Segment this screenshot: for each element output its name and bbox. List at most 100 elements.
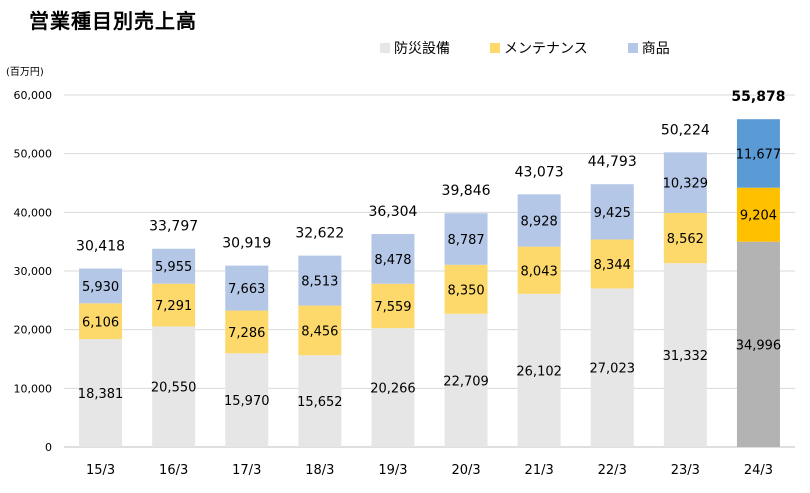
bar-segment (298, 305, 342, 356)
x-tick-label: 22/3 (598, 463, 627, 478)
data-label: 26,102 (516, 364, 562, 379)
data-label: 9,204 (740, 209, 777, 224)
bar-segment (152, 283, 196, 327)
total-label: 43,073 (515, 164, 564, 180)
total-label: 36,304 (368, 204, 417, 220)
x-tick-label: 18/3 (305, 463, 334, 478)
data-label: 20,550 (151, 381, 197, 396)
x-tick-label: 19/3 (378, 463, 407, 478)
data-label: 18,381 (78, 387, 124, 402)
data-label: 8,478 (374, 253, 411, 268)
x-tick-label: 15/3 (86, 463, 115, 478)
bar-segment (517, 246, 561, 294)
y-tick-label: 60,000 (14, 89, 53, 102)
total-label: 50,224 (661, 122, 710, 138)
total-label: 55,878 (731, 89, 785, 105)
data-label: 20,266 (370, 382, 416, 397)
bar-segment (590, 239, 634, 289)
x-tick-label: 20/3 (451, 463, 480, 478)
data-label: 10,329 (663, 177, 709, 192)
y-tick-label: 20,000 (14, 324, 53, 337)
legend-label: 商品 (641, 41, 670, 57)
bar-segment (517, 194, 561, 247)
data-label: 8,350 (447, 283, 484, 298)
legend-item: 商品 (627, 38, 670, 58)
bar-segment (590, 288, 634, 447)
data-label: 15,970 (224, 394, 270, 409)
bar-segment (444, 313, 488, 447)
bar-segment (663, 263, 707, 447)
bar-segment (736, 241, 780, 447)
y-axis-unit: (百万円) (6, 67, 44, 78)
bar-segment (517, 293, 561, 447)
data-label: 8,787 (447, 233, 484, 248)
bar-segment (225, 265, 269, 311)
total-label: 32,622 (295, 226, 344, 242)
y-tick-label: 10,000 (14, 382, 53, 395)
bar-segment (371, 328, 415, 447)
data-label: 9,425 (594, 206, 631, 221)
data-label: 5,955 (155, 260, 192, 275)
x-tick-label: 23/3 (671, 463, 700, 478)
total-label: 44,793 (588, 154, 637, 170)
y-tick-label: 40,000 (14, 206, 53, 219)
data-label: 8,344 (594, 258, 631, 273)
bar-segment (152, 326, 196, 447)
bar-segment (736, 187, 780, 242)
data-label: 15,652 (297, 395, 343, 410)
bar-segment (152, 248, 196, 284)
data-label: 11,677 (736, 147, 782, 162)
data-label: 8,043 (521, 264, 558, 279)
bar-segment (444, 213, 488, 265)
x-tick-label: 24/3 (744, 463, 773, 478)
bar-segment (371, 234, 415, 284)
bar-segment (663, 212, 707, 264)
total-label: 39,846 (442, 183, 491, 199)
legend-swatch (627, 43, 638, 53)
y-tick-label: 50,000 (14, 148, 53, 161)
legend-swatch (380, 43, 390, 53)
data-label: 6,106 (82, 315, 119, 330)
total-label: 33,797 (149, 219, 198, 235)
data-label: 7,663 (228, 282, 265, 297)
data-label: 8,928 (521, 214, 558, 229)
bar-segment (298, 355, 342, 447)
legend-item: 防災設備 (380, 38, 450, 58)
legend-item: メンテナンス (490, 38, 588, 58)
legend: 防災設備 メンテナンス 商品 (380, 38, 670, 58)
data-label: 7,286 (228, 326, 265, 341)
bar-segment (298, 255, 342, 306)
data-label: 8,513 (301, 275, 338, 290)
bar-segment (736, 119, 780, 188)
chart-title: 営業種目別売上高 (29, 9, 197, 33)
data-label: 31,332 (663, 349, 709, 364)
data-label: 7,291 (155, 299, 192, 314)
data-label: 22,709 (443, 374, 489, 389)
y-tick-label: 0 (45, 441, 52, 454)
data-label: 7,559 (374, 300, 411, 315)
data-label: 34,996 (736, 338, 782, 353)
bar-segment (663, 152, 707, 213)
legend-swatch (490, 43, 500, 53)
legend-label: 防災設備 (394, 41, 450, 57)
data-label: 8,562 (667, 232, 704, 247)
total-label: 30,418 (76, 239, 125, 255)
bar-segment (79, 339, 123, 447)
y-tick-label: 30,000 (14, 265, 53, 278)
bar-segment (79, 303, 123, 340)
x-tick-label: 16/3 (159, 463, 188, 478)
bar-segment (225, 310, 269, 354)
legend-label: メンテナンス (504, 41, 588, 57)
bar-segment (225, 353, 269, 447)
bar-segment (79, 268, 123, 304)
total-label: 30,919 (222, 236, 271, 252)
data-label: 27,023 (590, 362, 636, 377)
data-label: 5,930 (82, 280, 119, 295)
x-tick-label: 21/3 (525, 463, 554, 478)
bar-segment (590, 184, 634, 240)
x-tick-label: 17/3 (232, 463, 261, 478)
data-label: 8,456 (301, 324, 338, 339)
bar-segment (444, 264, 488, 314)
bar-segment (371, 283, 415, 329)
